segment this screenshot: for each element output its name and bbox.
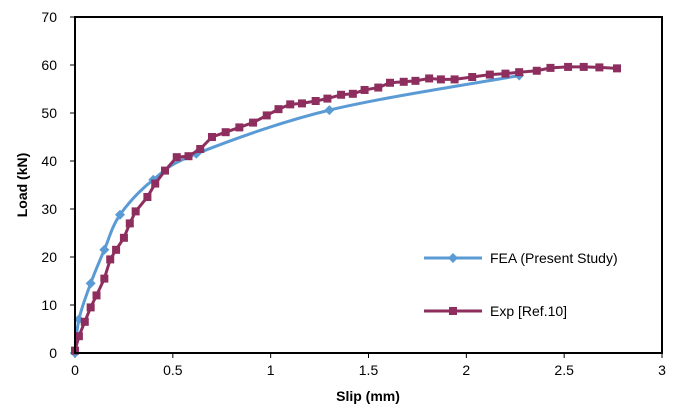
data-point-exp	[564, 63, 572, 71]
data-point-exp	[411, 77, 419, 85]
y-tick-label: 40	[41, 153, 57, 169]
data-point-exp	[222, 128, 230, 136]
x-tick-label: 0	[71, 362, 79, 378]
x-tick-label: 2	[462, 362, 470, 378]
data-point-exp	[249, 119, 257, 127]
data-point-exp	[437, 75, 445, 83]
data-point-exp	[349, 90, 357, 98]
data-point-exp	[173, 153, 181, 161]
data-point-exp	[132, 207, 140, 215]
data-point-exp	[546, 64, 554, 72]
data-point-exp	[400, 78, 408, 86]
legend-label-fea: FEA (Present Study)	[490, 250, 618, 266]
y-tick-label: 30	[41, 201, 57, 217]
x-tick-label: 3	[658, 362, 666, 378]
data-point-exp	[613, 64, 621, 72]
x-tick-label: 0.5	[163, 362, 183, 378]
y-tick-label: 70	[41, 9, 57, 25]
data-point-exp	[93, 291, 101, 299]
data-point-exp	[87, 303, 95, 311]
data-point-exp	[143, 193, 151, 201]
y-tick-label: 0	[49, 345, 57, 361]
x-axis-title: Slip (mm)	[336, 388, 400, 404]
data-point-exp	[323, 95, 331, 103]
data-point-exp	[112, 246, 120, 254]
data-point-exp	[196, 145, 204, 153]
data-point-exp	[100, 275, 108, 283]
data-point-exp	[151, 180, 159, 188]
data-point-exp	[81, 318, 89, 326]
data-point-exp	[451, 75, 459, 83]
y-axis-title: Load (kN)	[14, 153, 30, 218]
data-point-exp	[501, 70, 509, 78]
y-tick-label: 10	[41, 297, 57, 313]
data-point-exp	[425, 74, 433, 82]
data-point-exp	[274, 105, 282, 113]
data-point-exp	[184, 152, 192, 160]
data-point-exp	[533, 67, 541, 75]
data-point-exp	[235, 123, 243, 131]
data-point-exp	[386, 79, 394, 87]
data-point-exp	[595, 63, 603, 71]
data-point-exp	[120, 234, 128, 242]
y-tick-label: 60	[41, 57, 57, 73]
data-point-exp	[468, 73, 476, 81]
data-point-exp	[580, 63, 588, 71]
data-point-exp	[208, 133, 216, 141]
data-point-exp	[298, 99, 306, 107]
y-tick-label: 20	[41, 249, 57, 265]
legend-marker-exp	[449, 307, 457, 315]
data-point-exp	[263, 111, 271, 119]
data-point-exp	[515, 68, 523, 76]
data-point-exp	[374, 84, 382, 92]
y-tick-label: 50	[41, 105, 57, 121]
data-point-exp	[75, 332, 83, 340]
data-point-exp	[337, 91, 345, 99]
data-point-exp	[286, 100, 294, 108]
x-tick-label: 1.5	[359, 362, 379, 378]
data-point-exp	[312, 97, 320, 105]
x-tick-label: 1	[267, 362, 275, 378]
data-point-exp	[161, 167, 169, 175]
data-point-exp	[486, 71, 494, 79]
legend-label-exp: Exp [Ref.10]	[490, 303, 567, 319]
data-point-exp	[126, 219, 134, 227]
data-point-exp	[106, 255, 114, 263]
x-tick-label: 2.5	[554, 362, 574, 378]
data-point-exp	[361, 86, 369, 94]
